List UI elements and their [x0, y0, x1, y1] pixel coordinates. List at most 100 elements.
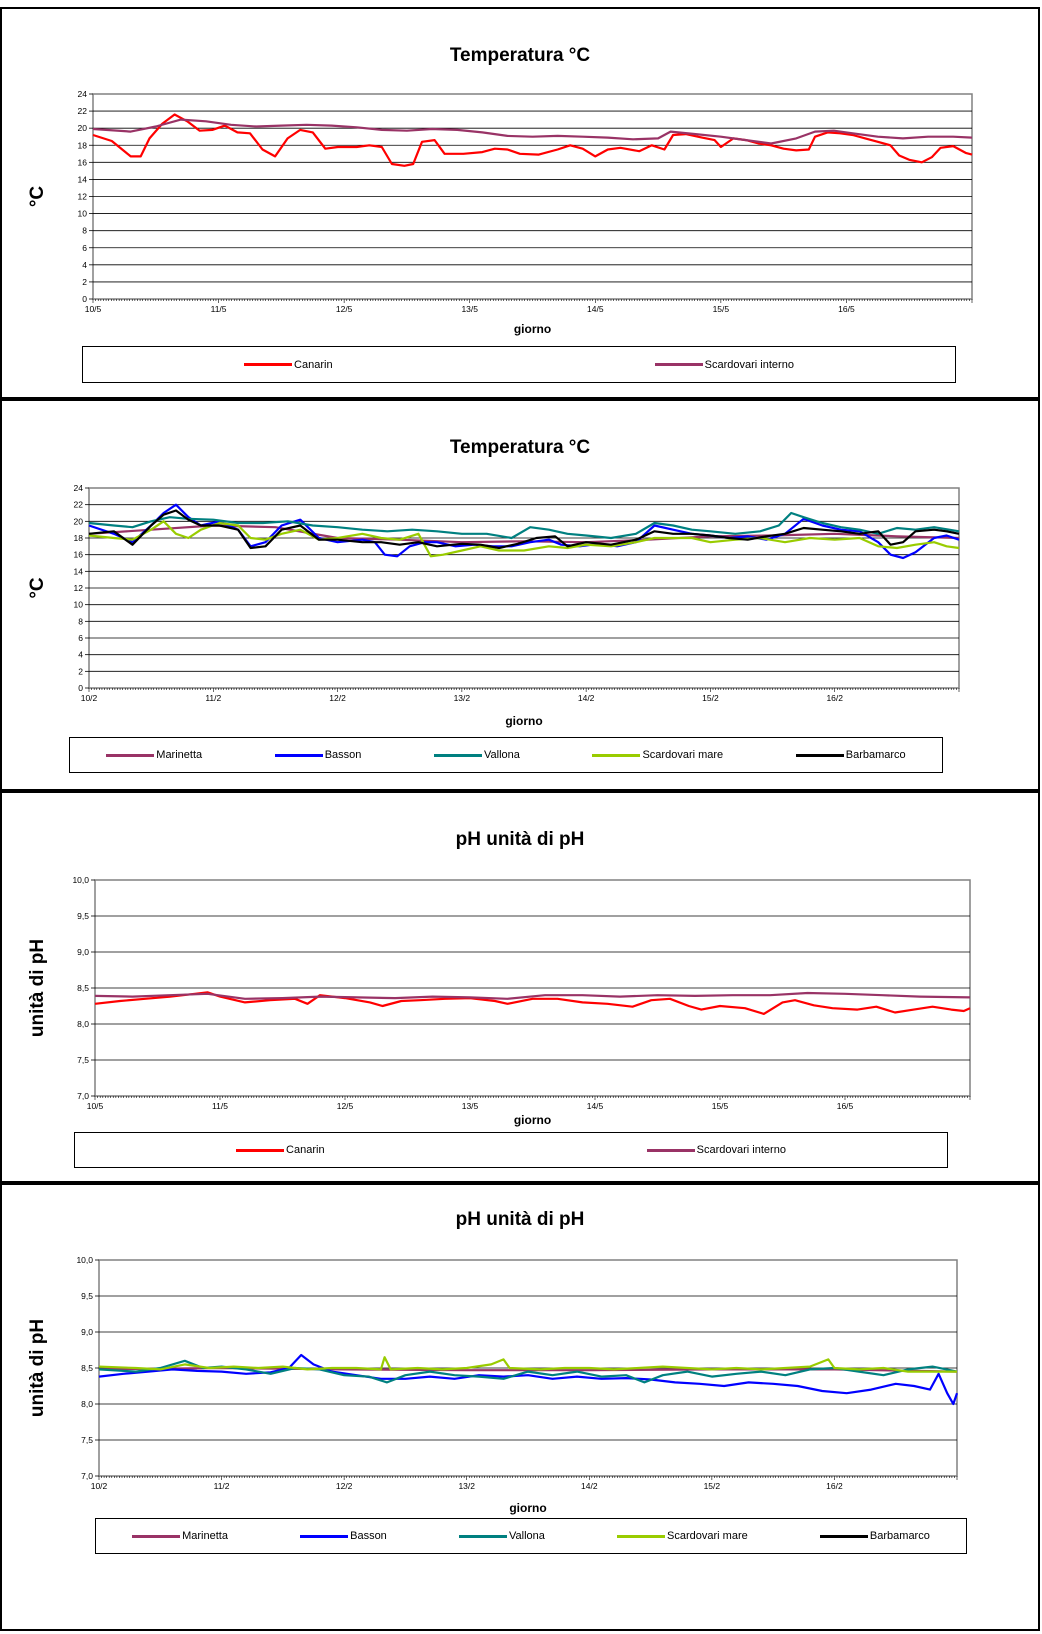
legend-item: Basson [274, 749, 362, 761]
legend-label: Scardovari mare [667, 1530, 748, 1542]
y-axis-label: unità di pH [27, 1319, 48, 1417]
chart-panel-ph-sites: pH unità di pH 7,0 7,5 8,0 8,5 9,0 9,5 10,0 10/2… [0, 1183, 1040, 1631]
chart-svg-4: pH unità di pH 7,0 7,5 8,0 8,5 9,0 9,5 10,0 10/2… [27, 1209, 959, 1515]
x-tick-label: 13/2 [458, 1481, 475, 1491]
legend-swatch [236, 1148, 285, 1152]
x-tick-label: 16/2 [826, 1481, 843, 1491]
legend-label: Barbamarco [845, 749, 906, 761]
x-tick-label: 14/2 [581, 1481, 598, 1491]
y-tick-label: 8,5 [77, 983, 89, 993]
legend-label: Vallona [484, 749, 520, 761]
x-axis-label: giorno [505, 714, 542, 728]
chart-legend-4: Marinetta Basson Vallona Scardovari mare Bar… [95, 1518, 967, 1554]
chart-legend-1: Canarin Scardovari interno [82, 346, 956, 383]
legend-label: Scardovari mare [642, 749, 724, 761]
x-tick-label: 14/5 [587, 304, 604, 314]
y-tick-label: 24 [74, 483, 84, 493]
y-tick-label: 10,0 [72, 875, 89, 885]
legend-swatch [244, 363, 293, 366]
legend-swatch [132, 1534, 181, 1538]
y-tick-label: 9,5 [81, 1291, 93, 1301]
y-tick-label: 12 [74, 583, 84, 593]
y-tick-label: 9,0 [77, 947, 89, 957]
chart-title: Temperatura °C [450, 45, 591, 66]
legend-label: Canarin [286, 1144, 325, 1156]
legend-swatch [300, 1534, 349, 1538]
legend-swatch [617, 1534, 666, 1538]
y-tick-label: 10 [74, 600, 84, 610]
series-line-vallona [98, 1359, 958, 1384]
x-tick-label: 15/5 [713, 304, 730, 314]
y-tick-label: 0 [78, 683, 83, 693]
y-tick-label: 7,0 [81, 1471, 93, 1481]
legend-swatch [434, 753, 482, 757]
y-axis-label: °C [27, 577, 48, 599]
legend-swatch [592, 753, 641, 757]
y-tick-label: 16 [74, 550, 84, 560]
series-line-scardovari-interno [94, 991, 971, 1000]
chart-svg-3: pH unità di pH 7,0 7,5 8,0 8,5 9,0 9,5 10,0 10/5… [27, 829, 971, 1127]
series-line-canarin [94, 991, 971, 1015]
x-tick-label: 11/5 [211, 304, 227, 314]
chart-legend-2: Marinetta Basson Vallona Scardovari mare Bar… [69, 737, 943, 773]
x-tick-label: 10/2 [91, 1481, 108, 1491]
y-tick-label: 20 [78, 123, 88, 133]
chart-title: pH unità di pH [456, 1209, 585, 1230]
legend-item: Barbamarco [795, 749, 906, 761]
y-tick-label: 20 [74, 516, 84, 526]
y-tick-label: 6 [82, 243, 87, 253]
x-tick-label: 10/5 [85, 304, 102, 314]
chart-panel-temperature-canarin: Temperatura °C 0 2 4 6 8 10 12 14 16 18 20 22 24 10/5 1… [0, 7, 1040, 399]
legend-swatch [654, 363, 703, 366]
legend-item: Barbamarco [819, 1530, 930, 1542]
legend-label: Scardovari interno [704, 358, 794, 371]
x-axis-label: giorno [509, 1501, 546, 1515]
legend-item: Vallona [434, 749, 520, 761]
y-tick-label: 18 [74, 533, 84, 543]
series-line-barbamarco [88, 509, 960, 550]
chart-title: Temperatura °C [450, 437, 591, 458]
y-tick-label: 8,0 [77, 1019, 89, 1029]
y-axis-label: unità di pH [27, 939, 48, 1037]
y-tick-label: 8,0 [81, 1399, 93, 1409]
legend-swatch [274, 753, 323, 757]
x-tick-label: 13/2 [454, 693, 471, 703]
y-tick-label: 2 [78, 666, 83, 676]
y-tick-label: 24 [78, 89, 88, 99]
y-tick-label: 9,5 [77, 911, 89, 921]
legend-item: Vallona [458, 1530, 545, 1542]
x-tick-label: 15/2 [702, 693, 719, 703]
y-tick-label: 18 [78, 140, 88, 150]
x-tick-label: 11/5 [212, 1101, 228, 1111]
x-tick-label: 13/5 [461, 304, 478, 314]
series-line-vallona [88, 511, 960, 540]
y-tick-label: 6 [78, 633, 83, 643]
x-tick-label: 12/5 [336, 304, 353, 314]
y-tick-label: 7,5 [77, 1055, 89, 1065]
y-tick-label: 8 [78, 616, 83, 626]
legend-item: Scardovari mare [617, 1530, 748, 1542]
y-tick-label: 7,5 [81, 1435, 93, 1445]
x-axis-label: giorno [514, 1113, 551, 1127]
legend-swatch [795, 753, 844, 757]
legend-label: Barbamarco [869, 1530, 930, 1542]
x-tick-label: 16/5 [838, 304, 855, 314]
y-tick-label: 2 [82, 277, 87, 287]
y-tick-label: 4 [82, 260, 87, 270]
legend-item: Scardovari interno [646, 1144, 786, 1156]
x-tick-label: 16/5 [837, 1101, 854, 1111]
y-tick-label: 4 [78, 650, 83, 660]
x-tick-label: 12/5 [337, 1101, 354, 1111]
x-tick-label: 11/2 [205, 693, 221, 703]
chart-panel-ph-canarin: pH unità di pH 7,0 7,5 8,0 8,5 9,0 9,5 10,0 10/5… [0, 791, 1040, 1183]
legend-item: Scardovari mare [592, 749, 723, 761]
chart-title: pH unità di pH [456, 829, 585, 850]
legend-item: Scardovari interno [654, 358, 794, 371]
y-axis-label: °C [27, 186, 48, 208]
legend-label: Basson [324, 749, 362, 761]
chart-panel-temperature-sites: Temperatura °C 0 2 4 6 8 10 12 14 16 18 20 22 24 10/2 1… [0, 399, 1040, 791]
legend-label: Marinetta [182, 1530, 228, 1542]
x-tick-label: 14/2 [578, 693, 595, 703]
